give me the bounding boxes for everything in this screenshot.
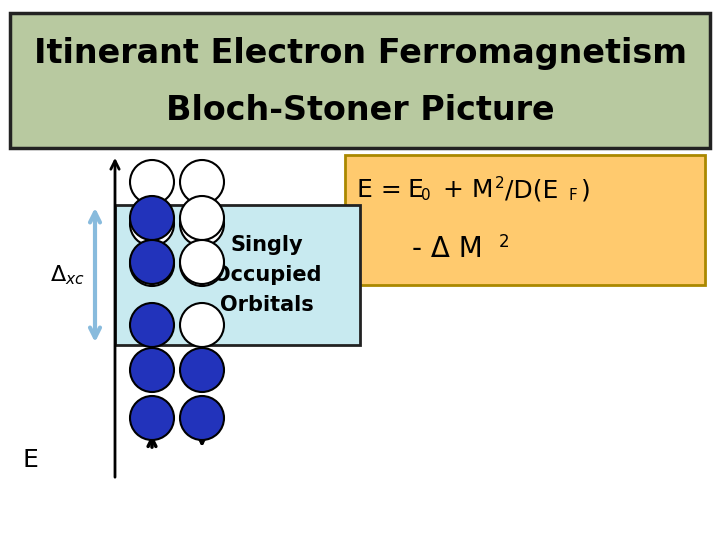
Circle shape	[180, 160, 224, 204]
Circle shape	[180, 202, 224, 246]
Circle shape	[130, 396, 174, 440]
Text: /D(E: /D(E	[505, 178, 559, 202]
Text: 2: 2	[495, 176, 505, 191]
Text: Itinerant Electron Ferromagnetism: Itinerant Electron Ferromagnetism	[34, 37, 686, 70]
Circle shape	[130, 303, 174, 347]
Text: E =: E =	[357, 178, 410, 202]
Text: Singly
Occupied
Orbitals: Singly Occupied Orbitals	[212, 235, 321, 315]
Circle shape	[180, 303, 224, 347]
Circle shape	[180, 396, 224, 440]
Text: $\Delta_{xc}$: $\Delta_{xc}$	[50, 263, 84, 287]
Circle shape	[180, 240, 224, 284]
Text: E: E	[407, 178, 423, 202]
Circle shape	[180, 348, 224, 392]
Bar	[115, 205, 360, 345]
Text: Bloch-Stoner Picture: Bloch-Stoner Picture	[166, 94, 554, 127]
Circle shape	[130, 160, 174, 204]
Text: ): )	[581, 178, 590, 202]
Text: F: F	[569, 187, 577, 202]
Text: + M: + M	[435, 178, 493, 202]
Circle shape	[130, 202, 174, 246]
Circle shape	[180, 196, 224, 240]
Text: 2: 2	[499, 233, 510, 251]
Text: E: E	[22, 448, 38, 472]
Bar	[345, 155, 705, 285]
Circle shape	[180, 242, 224, 286]
Circle shape	[130, 240, 174, 284]
Circle shape	[130, 196, 174, 240]
Bar	[10, 13, 710, 148]
Text: - Δ M: - Δ M	[412, 234, 482, 262]
Circle shape	[130, 348, 174, 392]
Circle shape	[130, 242, 174, 286]
Text: 0: 0	[421, 187, 431, 202]
